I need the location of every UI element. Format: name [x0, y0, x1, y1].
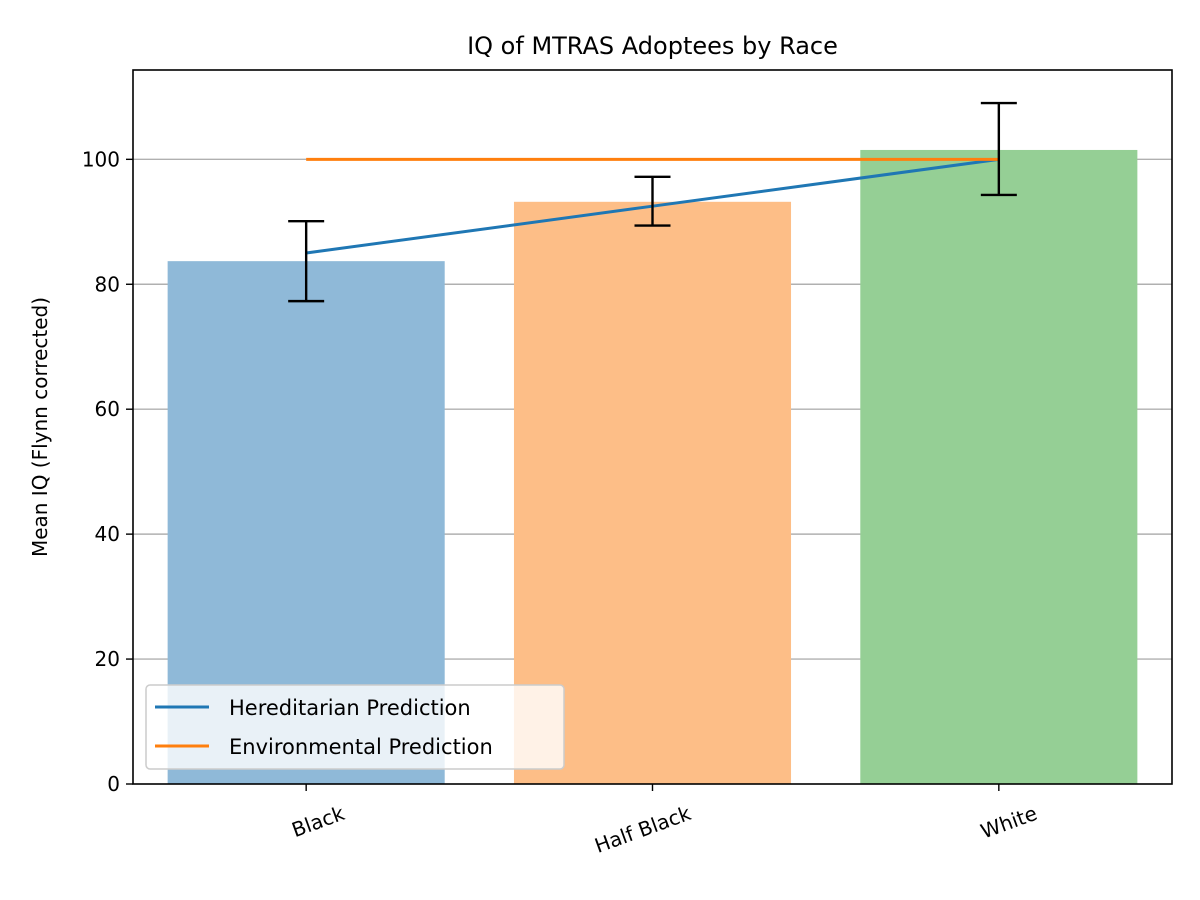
legend: Hereditarian Prediction Environmental Pr…: [145, 684, 565, 770]
chart-title: IQ of MTRAS Adoptees by Race: [467, 32, 838, 60]
legend-label-hereditarian: Hereditarian Prediction: [229, 696, 471, 720]
y-tick-label: 0: [107, 772, 120, 796]
error-bars: [288, 101, 1017, 303]
y-tick-label: 100: [82, 147, 120, 171]
y-tick-label: 20: [95, 647, 120, 671]
y-tick-label: 60: [95, 397, 120, 421]
legend-box: [145, 684, 565, 770]
y-tick-label: 40: [95, 522, 120, 546]
y-axis-ticks: 0 20 40 60 80 100: [82, 147, 133, 796]
y-tick-label: 80: [95, 272, 120, 296]
y-axis-label: Mean IQ (Flynn corrected): [28, 297, 52, 557]
legend-label-environmental: Environmental Prediction: [229, 735, 493, 759]
bar-white: [860, 149, 1138, 784]
